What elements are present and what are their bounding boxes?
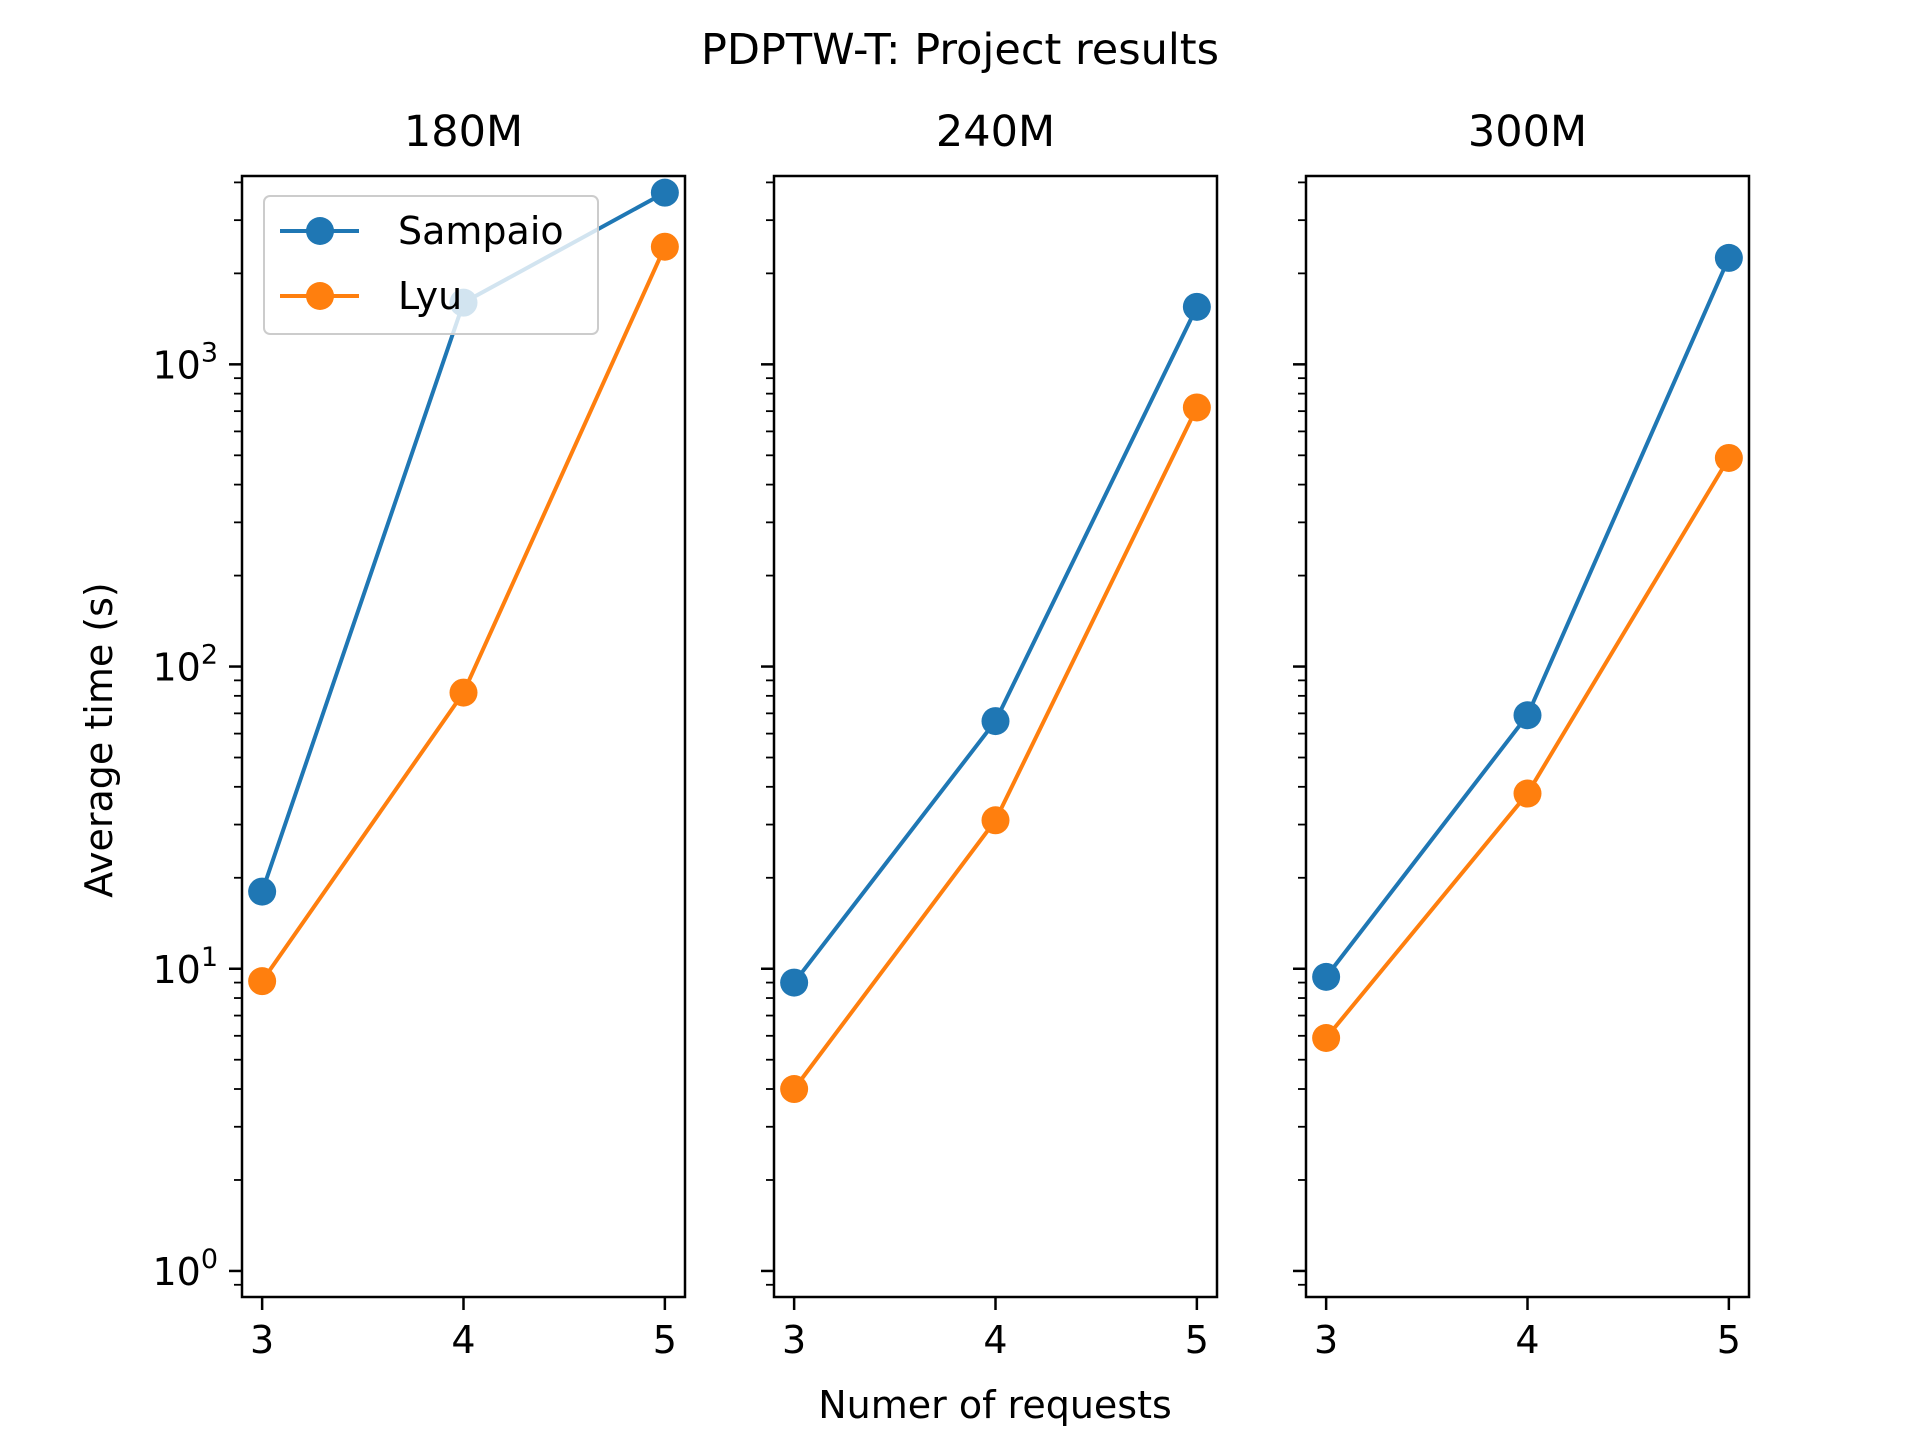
x-tick-label: 3 — [250, 1318, 274, 1362]
data-point-sampaio — [981, 707, 1010, 736]
data-point-lyu — [1513, 779, 1542, 808]
panel-2: 300M 3 4 5 — [1293, 107, 1751, 1362]
legend: Sampaio Lyu — [263, 195, 599, 335]
data-point-sampaio — [1312, 962, 1341, 991]
y-tick-label: 103 — [152, 337, 218, 387]
data-point-sampaio — [248, 877, 277, 906]
legend-label: Lyu — [398, 274, 462, 318]
series-line-lyu — [1324, 455, 1731, 1041]
series-line-lyu — [260, 244, 667, 984]
y-tick-label: 102 — [152, 640, 218, 690]
y-tick-label-exponent: 2 — [201, 640, 218, 671]
x-tick-label: 5 — [1717, 1318, 1741, 1362]
y-tick-label-base: 10 — [152, 646, 200, 690]
data-point-lyu — [449, 678, 478, 707]
panel-title: 180M — [404, 107, 523, 157]
data-point-sampaio — [1513, 701, 1542, 730]
x-tick-label: 4 — [451, 1318, 475, 1362]
x-tick-label: 3 — [782, 1318, 806, 1362]
data-point-sampaio — [1714, 243, 1743, 272]
series-line-sampaio — [1324, 255, 1731, 979]
axes-frame — [1304, 174, 1751, 1299]
x-tick-label: 3 — [1314, 1318, 1338, 1362]
x-tick-label: 4 — [983, 1318, 1007, 1362]
y-tick-label-exponent: 3 — [201, 337, 218, 368]
x-tick-label: 4 — [1515, 1318, 1539, 1362]
x-tick-label: 5 — [1185, 1318, 1209, 1362]
axes-frame — [240, 174, 687, 1299]
data-point-lyu — [981, 806, 1010, 835]
panel-title: 240M — [936, 107, 1055, 157]
chart-title: PDPTW-T: Project results — [701, 25, 1219, 75]
data-point-lyu — [780, 1075, 809, 1104]
legend-marker — [306, 217, 334, 245]
panel-title: 300M — [1468, 107, 1587, 157]
y-tick-label-base: 10 — [152, 1250, 200, 1294]
data-point-lyu — [248, 967, 277, 996]
series-line-sampaio — [792, 304, 1199, 985]
legend-marker — [306, 282, 334, 310]
data-point-lyu — [1312, 1024, 1341, 1053]
y-axis-label: Average time (s) — [77, 582, 121, 898]
x-tick-label: 5 — [653, 1318, 677, 1362]
data-point-lyu — [1182, 393, 1211, 422]
legend-label: Sampaio — [398, 209, 564, 253]
y-tick-label-base: 10 — [152, 343, 200, 387]
y-tick-label-exponent: 1 — [201, 942, 218, 973]
y-tick-label: 100 — [152, 1244, 218, 1294]
axes-frame — [772, 174, 1219, 1299]
data-point-lyu — [650, 232, 679, 261]
y-tick-label-exponent: 0 — [201, 1244, 218, 1275]
panel-1: 240M 3 4 5 — [761, 107, 1219, 1362]
data-point-sampaio — [1182, 292, 1211, 321]
series-line-lyu — [792, 405, 1199, 1092]
data-point-sampaio — [650, 178, 679, 207]
data-point-lyu — [1714, 443, 1743, 472]
y-tick-label-base: 10 — [152, 948, 200, 992]
data-point-sampaio — [780, 968, 809, 997]
x-axis-label: Numer of requests — [818, 1383, 1172, 1427]
y-tick-label: 101 — [152, 942, 218, 992]
